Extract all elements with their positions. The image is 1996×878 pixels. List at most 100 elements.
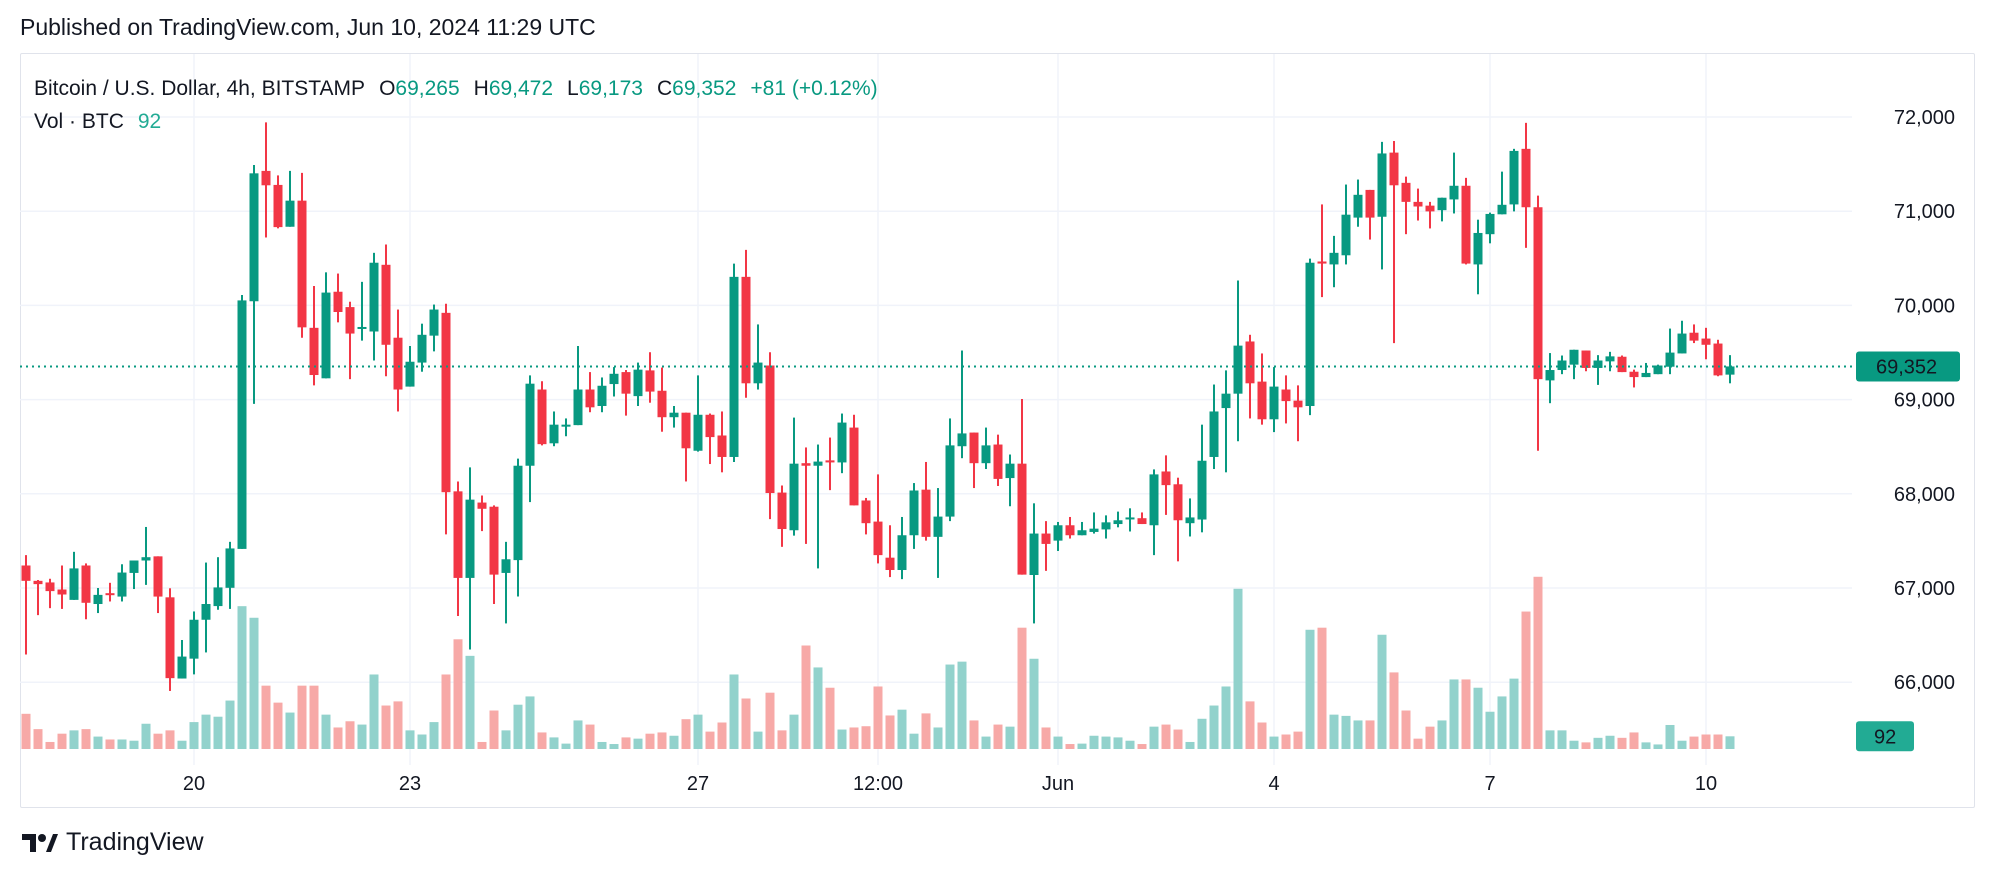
candle bbox=[261, 122, 271, 238]
open-label: O bbox=[379, 77, 396, 100]
volume-bar bbox=[513, 704, 523, 749]
candle bbox=[1377, 141, 1387, 270]
volume-bar bbox=[1341, 715, 1351, 749]
time-tick-label: 27 bbox=[687, 773, 709, 795]
volume-bar bbox=[1317, 627, 1327, 749]
candle bbox=[477, 495, 487, 532]
volume-bar bbox=[189, 722, 199, 749]
candle bbox=[1629, 369, 1639, 388]
volume-bar bbox=[993, 724, 1003, 749]
candle bbox=[321, 272, 331, 379]
candle bbox=[213, 557, 223, 610]
candle-body bbox=[813, 461, 823, 466]
candle-body bbox=[1197, 460, 1207, 520]
candle bbox=[849, 414, 859, 506]
time-axis[interactable]: 20 23 27 12:00 Jun 4 7 10 bbox=[183, 773, 1717, 795]
volume-bar bbox=[1125, 740, 1135, 749]
time-tick-label: 4 bbox=[1268, 773, 1279, 795]
high-value: 69,472 bbox=[488, 77, 554, 100]
candle bbox=[201, 562, 211, 653]
candle bbox=[885, 525, 895, 578]
volume-bar bbox=[1629, 732, 1639, 749]
candle-body bbox=[1317, 261, 1327, 264]
candle bbox=[21, 555, 31, 655]
candle bbox=[501, 541, 511, 624]
tradingview-logo[interactable]: TradingView bbox=[22, 828, 204, 857]
candle bbox=[93, 588, 103, 614]
candle-body bbox=[1017, 463, 1027, 575]
candle bbox=[69, 551, 79, 600]
volume-bar bbox=[825, 687, 835, 749]
volume-bar bbox=[801, 645, 811, 749]
volume-bar bbox=[369, 674, 379, 749]
candle-body bbox=[1605, 356, 1615, 362]
volume-bar bbox=[1485, 711, 1495, 749]
candle-body bbox=[1677, 333, 1687, 354]
candle-body bbox=[1185, 517, 1195, 524]
candle-body bbox=[717, 435, 727, 457]
candle-body bbox=[1257, 381, 1267, 420]
candle bbox=[357, 281, 367, 341]
last-volume-label: 92 bbox=[1856, 721, 1914, 752]
close-label: C bbox=[656, 77, 673, 100]
candle-body bbox=[33, 580, 43, 585]
candle bbox=[705, 413, 715, 465]
candle-body bbox=[1305, 262, 1315, 407]
candle-body bbox=[1029, 533, 1039, 576]
candle bbox=[129, 560, 139, 590]
candle bbox=[873, 474, 883, 564]
candle-body bbox=[93, 594, 103, 605]
candle-body bbox=[921, 489, 931, 537]
candle-body bbox=[177, 656, 187, 679]
volume-bar bbox=[921, 713, 931, 749]
candle-body bbox=[777, 492, 787, 530]
candle-body bbox=[297, 200, 307, 328]
candle-body bbox=[1065, 525, 1075, 536]
volume-bar bbox=[465, 655, 475, 749]
candle bbox=[909, 483, 919, 549]
candle-body bbox=[1149, 474, 1159, 526]
candle bbox=[465, 467, 475, 650]
candle-body bbox=[261, 170, 271, 186]
price-tick-label: 70,000 bbox=[1894, 295, 1955, 317]
candle bbox=[1461, 177, 1471, 265]
candle bbox=[33, 579, 43, 616]
candle bbox=[333, 273, 343, 323]
volume-bar bbox=[105, 739, 115, 749]
candle bbox=[897, 516, 907, 580]
candle-body bbox=[1473, 232, 1483, 265]
candle bbox=[1209, 384, 1219, 470]
high-label: H bbox=[473, 77, 489, 100]
last-price-badge bbox=[1856, 351, 1960, 382]
candle bbox=[921, 461, 931, 541]
volume-bar bbox=[729, 674, 739, 749]
symbol-title[interactable]: Bitcoin / U.S. Dollar, 4h, BITSTAMP bbox=[34, 77, 366, 100]
volume-label[interactable]: Vol · BTC bbox=[34, 110, 124, 133]
candle-body bbox=[1041, 533, 1051, 544]
candle bbox=[1125, 508, 1135, 532]
candle bbox=[657, 367, 667, 432]
volume-bar bbox=[1473, 687, 1483, 749]
volume-bar bbox=[813, 667, 823, 749]
candle-body bbox=[1137, 518, 1147, 525]
candle-body bbox=[1509, 150, 1519, 205]
price-tick-label: 71,000 bbox=[1894, 201, 1955, 223]
price-axis[interactable]: 72,000 71,000 70,000 69,000 68,000 67,000 66,0… bbox=[1894, 107, 1955, 694]
chart-frame bbox=[20, 53, 1975, 808]
candle bbox=[1029, 503, 1039, 624]
candle bbox=[1569, 349, 1579, 380]
candle-body bbox=[1161, 471, 1171, 486]
volume-bar bbox=[1449, 679, 1459, 749]
candle-body bbox=[1581, 350, 1591, 368]
candle bbox=[1449, 152, 1459, 214]
volume-bar bbox=[861, 726, 871, 749]
volume-bar bbox=[1581, 742, 1591, 749]
candle-body bbox=[1329, 252, 1339, 265]
candle bbox=[1533, 195, 1543, 451]
candle bbox=[993, 434, 1003, 486]
candle-body bbox=[873, 521, 883, 556]
candle-body bbox=[1497, 204, 1507, 215]
candle-body bbox=[273, 184, 283, 228]
candle-body bbox=[429, 309, 439, 336]
